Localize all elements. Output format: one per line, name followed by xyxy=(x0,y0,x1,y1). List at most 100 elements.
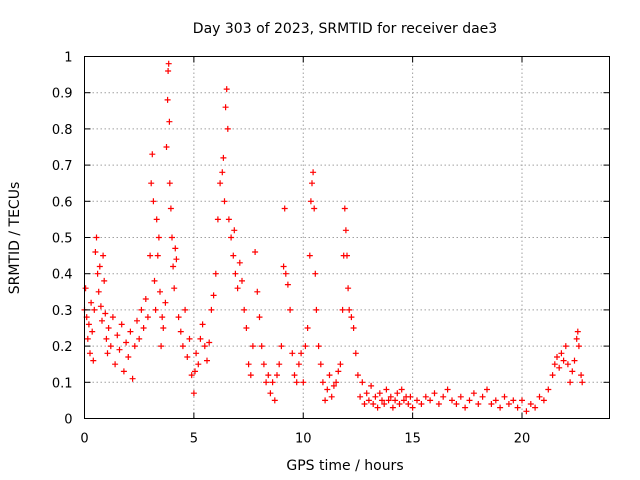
data-point xyxy=(431,390,438,397)
data-point xyxy=(170,263,177,270)
data-point xyxy=(479,393,486,400)
data-point xyxy=(280,263,287,270)
data-point xyxy=(444,386,451,393)
data-point xyxy=(344,252,350,259)
data-point xyxy=(223,86,230,93)
data-point xyxy=(379,397,385,404)
data-point xyxy=(256,314,263,321)
data-point xyxy=(352,350,359,357)
data-point xyxy=(224,125,231,132)
data-point xyxy=(150,198,157,205)
data-point xyxy=(199,321,206,328)
data-point xyxy=(186,335,193,342)
tick-labels: 00.10.20.30.40.50.60.70.80.910 5 10 15 20 xyxy=(52,51,530,447)
data-point xyxy=(337,361,344,368)
grid xyxy=(84,56,610,419)
data-point xyxy=(267,390,274,397)
data-point xyxy=(127,328,134,335)
data-point xyxy=(221,198,228,205)
data-point xyxy=(263,379,270,386)
data-point xyxy=(333,379,340,386)
data-point xyxy=(101,277,108,284)
data-point xyxy=(484,386,490,393)
data-point xyxy=(155,234,162,241)
chart-title: Day 303 of 2023, SRMTID for receiver dae… xyxy=(193,21,497,37)
data-point xyxy=(172,245,179,252)
data-point xyxy=(154,252,161,259)
data-point xyxy=(276,361,283,368)
data-point xyxy=(138,306,145,313)
data-point xyxy=(427,397,434,404)
data-point xyxy=(197,335,204,342)
data-point xyxy=(258,343,265,350)
data-point xyxy=(523,408,530,415)
y-axis-label: SRMTID / TECUs xyxy=(7,182,23,295)
y-tick-label: 0.3 xyxy=(52,304,73,319)
data-point xyxy=(400,397,407,404)
data-points xyxy=(81,60,586,415)
data-point xyxy=(315,343,322,350)
data-point xyxy=(466,397,473,404)
data-point xyxy=(243,325,250,331)
data-point xyxy=(134,317,140,324)
data-point xyxy=(368,382,375,389)
data-point xyxy=(195,361,202,368)
y-tick-label: 0.7 xyxy=(52,159,73,174)
data-point xyxy=(578,372,585,379)
data-point xyxy=(306,252,313,259)
data-point xyxy=(120,368,127,375)
data-point xyxy=(567,379,574,386)
data-point xyxy=(289,350,296,357)
y-tick-label: 0.8 xyxy=(52,123,73,138)
data-point xyxy=(345,285,352,292)
data-point xyxy=(151,277,158,284)
data-point xyxy=(409,404,416,411)
data-point xyxy=(440,393,447,400)
data-point xyxy=(532,404,539,411)
data-point xyxy=(396,401,403,407)
plot-frame xyxy=(84,56,610,419)
y-tick-label: 0.4 xyxy=(52,268,73,283)
data-point xyxy=(514,404,521,411)
data-point xyxy=(405,401,412,407)
data-point xyxy=(418,401,425,407)
x-tick-label: 5 xyxy=(190,432,198,447)
data-point xyxy=(540,397,547,404)
data-point xyxy=(260,361,267,368)
data-point xyxy=(160,325,167,331)
data-point xyxy=(291,372,298,379)
data-point xyxy=(167,205,174,212)
data-point xyxy=(457,393,464,400)
data-point xyxy=(307,198,314,205)
data-point xyxy=(287,306,294,313)
data-point xyxy=(239,277,245,284)
data-point xyxy=(114,332,121,339)
data-point xyxy=(560,357,567,364)
data-point xyxy=(190,390,197,397)
data-point xyxy=(326,372,333,379)
data-point xyxy=(407,393,414,400)
data-point xyxy=(131,343,138,350)
data-point xyxy=(171,285,178,292)
data-point xyxy=(579,379,586,386)
data-point xyxy=(564,361,571,368)
data-point xyxy=(225,216,232,223)
data-point xyxy=(184,354,191,360)
data-point xyxy=(298,350,305,357)
data-point xyxy=(245,361,252,368)
data-point xyxy=(95,288,102,295)
data-point xyxy=(220,154,227,161)
data-point xyxy=(153,216,160,223)
data-point xyxy=(252,249,259,255)
data-point xyxy=(505,401,512,407)
data-point xyxy=(169,234,175,241)
x-tick-label: 0 xyxy=(80,432,88,447)
data-point xyxy=(212,270,219,277)
data-point xyxy=(236,259,243,266)
data-point xyxy=(381,401,388,407)
data-point xyxy=(162,299,169,306)
data-point xyxy=(497,404,504,411)
data-point xyxy=(536,393,543,400)
data-point xyxy=(562,343,569,350)
